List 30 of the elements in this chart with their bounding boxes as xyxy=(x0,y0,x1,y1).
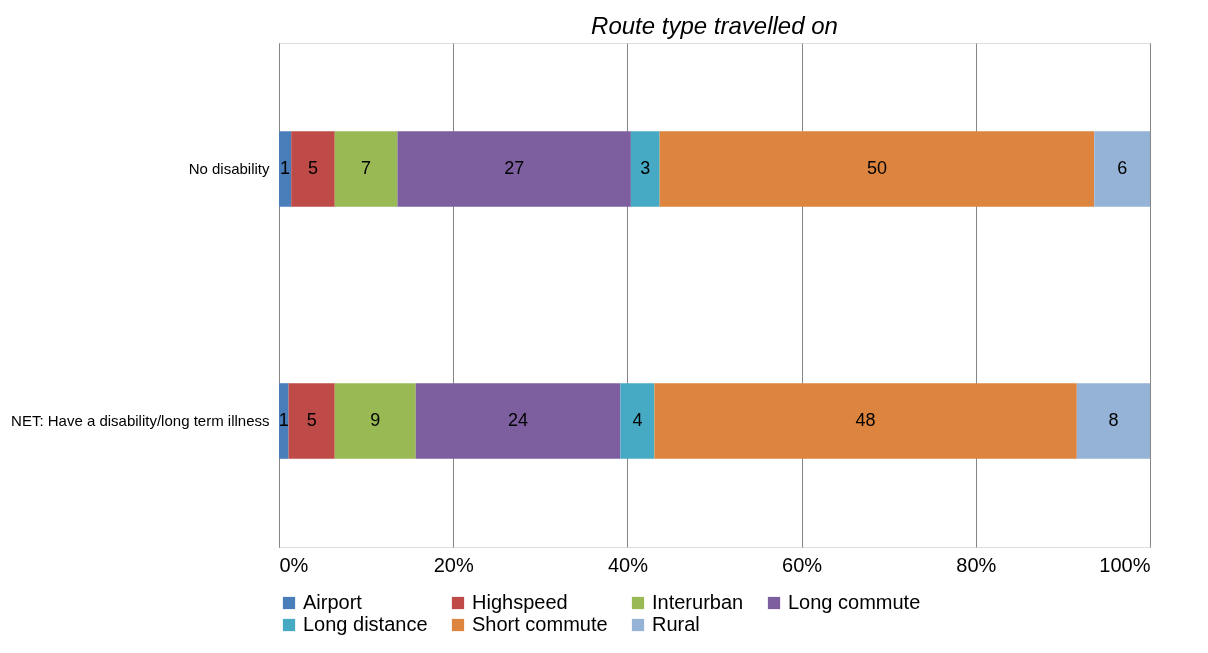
data-label: 5 xyxy=(307,158,318,178)
y-tick-label: NET: Have a disability/long term illness xyxy=(11,412,270,429)
x-tick-label: 40% xyxy=(607,553,649,576)
x-tick-label: 60% xyxy=(782,553,823,576)
x-tick-label: 0% xyxy=(279,553,309,576)
legend-label: Rural xyxy=(652,613,700,635)
legend-label: Highspeed xyxy=(472,591,568,613)
legend-label: Long distance xyxy=(303,613,428,635)
data-label: 5 xyxy=(306,410,317,430)
legend-label: Interurban xyxy=(652,591,744,613)
data-label: 24 xyxy=(508,410,529,430)
data-label: 7 xyxy=(361,158,372,178)
data-label: 3 xyxy=(640,158,651,178)
data-label: 27 xyxy=(504,158,525,178)
legend-label: Short commute xyxy=(472,613,608,635)
legend-label: Long commute xyxy=(788,591,921,613)
chart-title: Route type travelled on xyxy=(591,12,838,39)
legend-label: Airport xyxy=(303,591,363,613)
data-label: 1 xyxy=(278,410,289,430)
x-tick-label: 100% xyxy=(1099,553,1151,576)
data-label: 6 xyxy=(1117,158,1128,178)
data-label: 50 xyxy=(866,158,887,178)
x-tick-label: 20% xyxy=(433,553,474,576)
data-label: 1 xyxy=(280,158,291,178)
y-tick-label: No disability xyxy=(188,160,270,177)
data-label: 8 xyxy=(1108,410,1119,430)
data-label: 9 xyxy=(370,410,381,430)
data-label: 48 xyxy=(855,410,876,430)
x-tick-label: 80% xyxy=(956,553,997,576)
data-label: 4 xyxy=(632,410,643,430)
